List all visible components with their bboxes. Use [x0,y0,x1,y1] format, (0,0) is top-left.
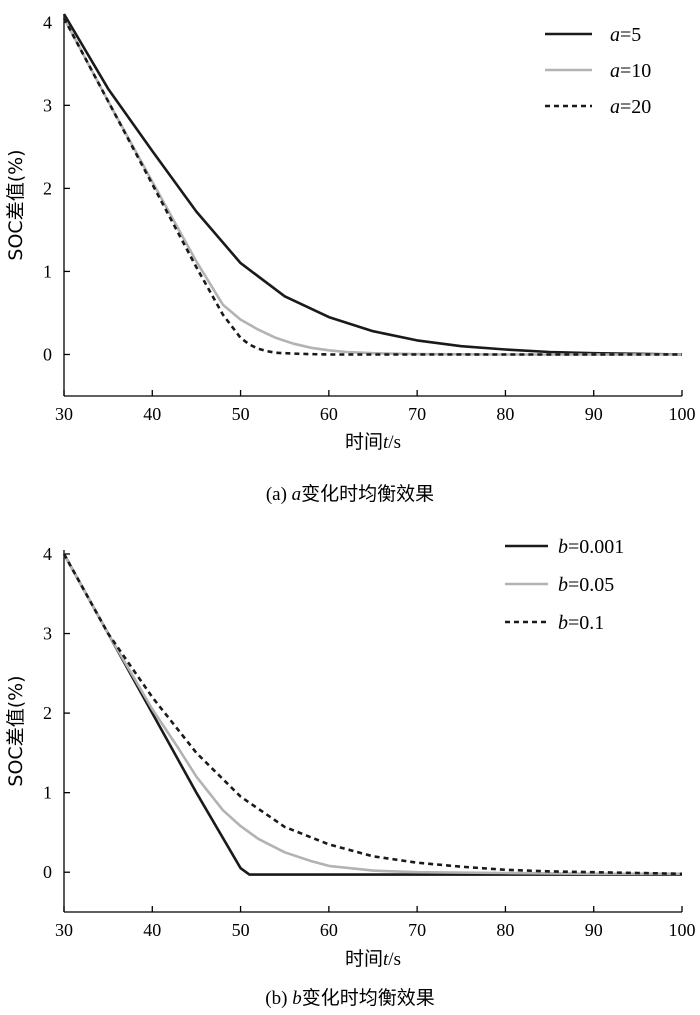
legend-label: a=20 [610,96,651,118]
x-tick-label: 100 [669,404,696,424]
y-tick-label: 0 [43,862,52,882]
x-tick-label: 40 [143,404,161,424]
chart-a: 30 40 50 60 70 80 90 10001234SOC差值(%)时间t/sa=5a=… [5,12,696,505]
x-tick-label: 70 [408,920,426,940]
y-tick-label: 2 [43,703,52,723]
series-line-2 [62,553,683,876]
x-tick-label: 50 [232,404,250,424]
x-axis-label-unit: /s [388,432,401,453]
x-tick-label: 30 [55,404,73,424]
x-tick-label: 60 [320,404,338,424]
series-line-1 [62,17,682,356]
legend-label: b=0.05 [558,574,614,596]
x-axis-label-unit: /s [388,949,401,970]
legend-label: a=5 [610,24,641,46]
x-tick-label: 40 [143,920,161,940]
y-tick-label: 3 [43,95,52,115]
x-tick-label: 30 [55,920,73,940]
legend-label-value: =0.001 [568,536,624,558]
y-tick-label: 1 [43,261,52,281]
legend-label: b=0.1 [558,612,604,634]
chart-b: 30 40 50 60 70 80 90 10001234SOC差值(%)时间t/sb=0.0… [5,536,696,1009]
x-tick-label: 60 [320,920,338,940]
legend-label-var: b [558,574,568,596]
series-line-0 [62,553,682,876]
series-line-0 [62,13,683,356]
y-tick-label: 0 [43,344,52,364]
legend-label-var: b [558,612,568,634]
legend-label-value: =10 [620,60,651,82]
y-axis-label: SOC差值(%) [5,149,27,260]
legend-label-var: a [610,24,620,46]
x-tick-label: 100 [669,920,696,940]
x-axis-label: 时间t/s [345,948,401,970]
x-axis-label-prefix: 时间 [345,431,383,453]
caption-prefix: (a) [266,484,292,505]
legend-label-var: a [610,96,620,118]
x-axis-label-var: t [383,432,389,453]
caption-prefix: (b) [265,988,292,1009]
series-line-1 [62,553,682,876]
y-tick-label: 3 [43,624,52,644]
legend-label: a=10 [610,60,651,82]
caption-var: a [292,484,302,505]
legend-label-value: =5 [620,24,641,46]
legend-label-value: =0.1 [568,612,604,634]
legend-label-var: b [558,536,568,558]
y-tick-label: 1 [43,783,52,803]
x-tick-label: 70 [408,404,426,424]
x-axis-label-prefix: 时间 [345,948,383,970]
legend-label-value: =20 [620,96,651,118]
y-tick-label: 4 [43,12,52,32]
y-tick-label: 4 [43,544,52,564]
x-tick-label: 50 [232,920,250,940]
series-line-2 [62,17,682,356]
caption-suffix: 变化时均衡效果 [301,483,434,505]
caption-var: b [292,988,302,1009]
chart-caption: (b) b变化时均衡效果 [265,987,434,1009]
chart-caption: (a) a变化时均衡效果 [266,483,434,505]
x-tick-label: 90 [585,404,603,424]
legend: a=5a=10a=20 [545,24,651,118]
x-tick-label: 80 [496,920,514,940]
x-tick-label: 90 [585,920,603,940]
x-axis-label-var: t [383,949,389,970]
caption-suffix: 变化时均衡效果 [302,987,435,1009]
y-axis-label: SOC差值(%) [5,675,27,786]
x-tick-label: 80 [496,404,514,424]
y-tick-label: 2 [43,178,52,198]
legend-label-value: =0.05 [568,574,614,596]
legend-label: b=0.001 [558,536,624,558]
x-axis-label: 时间t/s [345,431,401,453]
legend-label-var: a [610,60,620,82]
